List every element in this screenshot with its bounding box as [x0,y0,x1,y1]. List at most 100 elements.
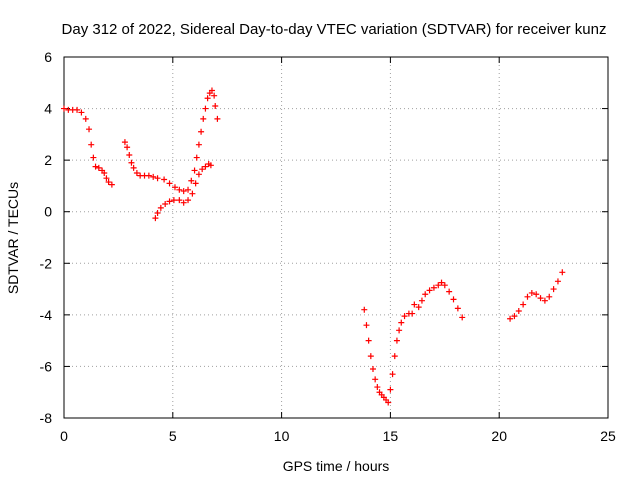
data-point [212,102,219,109]
y-tick-label: -6 [40,358,53,374]
data-point [170,197,177,204]
data-point [176,197,183,204]
plot-frame [63,56,609,419]
y-tick-label: 0 [44,204,52,220]
data-point [154,175,161,182]
data-point [200,115,207,122]
data-point [82,115,89,122]
y-tick-label: -8 [40,410,53,426]
data-point [393,337,400,344]
data-point [171,184,178,191]
data-point [418,297,425,304]
data-point [389,371,396,378]
data-point [367,353,374,360]
x-tick-label: 0 [60,428,68,444]
data-point [180,188,187,195]
data-point [191,167,198,174]
data-point [401,313,408,320]
data-point [202,163,209,170]
data-point [108,181,115,188]
y-tick-label: 4 [44,101,52,117]
chart-title: Day 312 of 2022, Sidereal Day-to-day VTE… [62,21,607,38]
data-point [211,92,218,99]
data-point [189,190,196,197]
data-point [95,164,102,171]
grid-lines [64,57,608,418]
data-point [426,287,433,294]
data-points [61,87,566,406]
data-point [385,399,392,406]
data-point [185,197,192,204]
data-point [446,288,453,295]
data-point [74,106,81,113]
data-point [176,186,183,193]
y-tick-label: 2 [44,152,52,168]
data-point [157,204,164,211]
data-point [192,180,199,187]
data-point [204,95,211,102]
data-point [103,175,110,182]
data-point [387,386,394,393]
data-point [193,154,200,161]
data-point [214,115,221,122]
data-point [441,282,448,289]
data-point [528,289,535,296]
data-point [86,126,93,133]
data-point [398,319,405,326]
data-point [88,141,95,148]
data-point [369,366,376,373]
data-point [541,297,548,304]
data-point [422,291,429,298]
data-point [430,284,437,291]
data-point [208,87,215,94]
data-point [435,282,442,289]
data-point [195,141,202,148]
data-point [546,293,553,300]
y-tick-label: 6 [44,49,52,65]
data-point [61,105,67,112]
data-point [459,314,466,321]
data-point [166,198,173,205]
x-tick-label: 25 [600,428,616,444]
data-point [124,144,131,151]
data-point [533,291,540,298]
data-point [162,200,169,207]
data-point [207,162,214,169]
data-point [126,151,133,158]
data-point [101,170,108,177]
data-point [199,166,206,173]
data-point [121,139,128,146]
data-point [152,215,159,222]
data-point [550,286,557,293]
data-point [450,296,457,303]
data-point [195,171,202,178]
data-point [361,306,368,313]
data-point [372,376,379,383]
data-point [78,109,85,116]
y-axis-label: SDTVAR / TECUs [5,182,21,294]
data-point [166,180,173,187]
data-point [374,384,381,391]
data-point [133,170,140,177]
data-point [154,210,161,217]
data-point [363,322,370,329]
data-point [391,353,398,360]
data-point [92,163,99,170]
data-point [128,159,135,166]
data-point [202,105,209,112]
x-tick-label: 10 [274,428,290,444]
data-point [515,307,522,314]
data-point [198,128,205,135]
x-axis-label: GPS time / hours [283,458,390,474]
y-tick-label: -4 [40,307,53,323]
data-point [511,313,518,320]
data-point [438,279,445,286]
y-tick-label: -2 [40,255,53,271]
data-point [90,154,97,161]
data-point [454,305,461,312]
data-point [185,186,192,193]
data-point [409,310,416,317]
data-point [537,295,544,302]
data-point [524,293,531,300]
